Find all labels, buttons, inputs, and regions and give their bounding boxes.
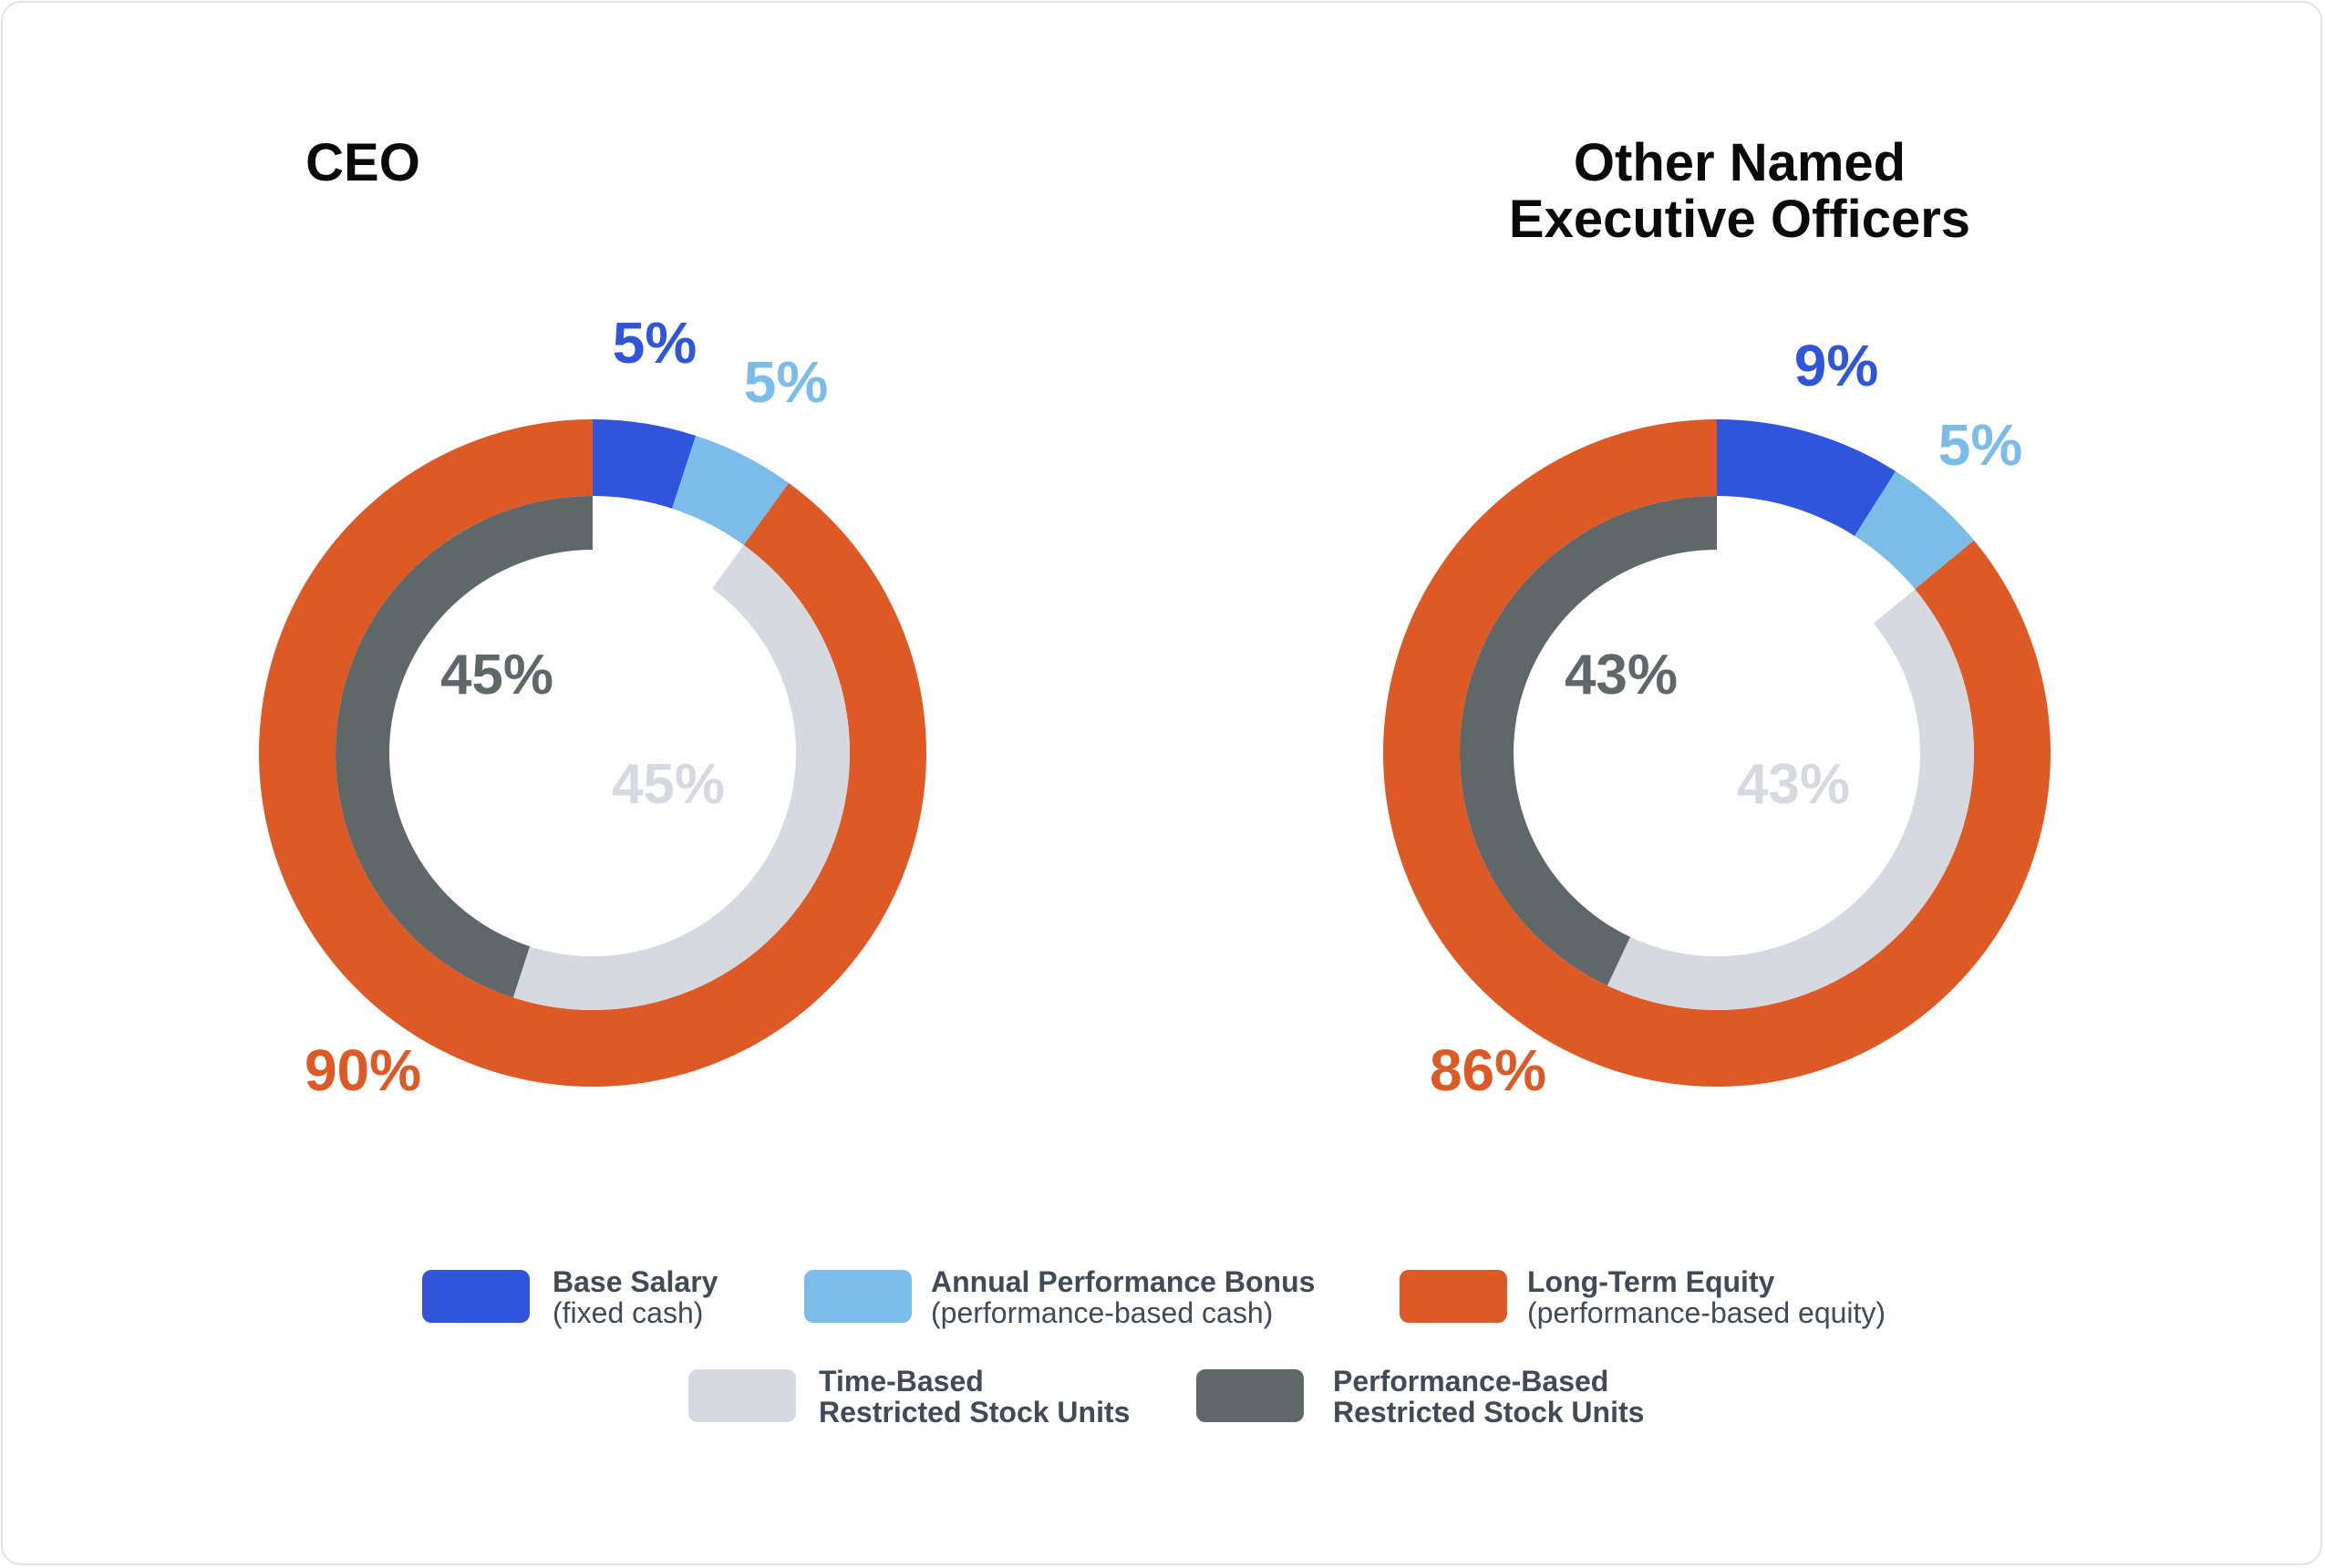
legend-label-line2: (performance-based cash) <box>931 1296 1274 1329</box>
legend-label-line2: Restricted Stock Units <box>819 1396 1131 1429</box>
legend-label-line1: Base Salary <box>553 1265 718 1298</box>
data-label-time-based-restricted-stock-units: 43% <box>1737 753 1850 816</box>
donut-chart-2 <box>1383 419 2051 1087</box>
legend-label-long-term-equity: Long-Term Equity (performance-based equi… <box>1527 1266 1886 1328</box>
inner-slice-performance-based-restricted-stock-units <box>1460 496 1717 986</box>
data-label-base-salary: 5% <box>613 310 698 376</box>
inner-ring-background <box>1460 496 1974 1010</box>
inner-slice-time-based-restricted-stock-units <box>512 544 851 1011</box>
legend-swatch-performance-based-rsu <box>1196 1369 1304 1422</box>
data-label-time-based-restricted-stock-units: 45% <box>612 753 725 816</box>
legend-swatch-time-based-rsu <box>688 1369 796 1422</box>
legend-swatch-long-term-equity <box>1400 1270 1507 1323</box>
data-label-long-term-equity: 90% <box>305 1037 421 1103</box>
legend-label-time-based-rsu: Time-Based Restricted Stock Units <box>819 1366 1130 1428</box>
chart-title-neo: Other Named Executive Officers <box>1375 135 2104 248</box>
donut-chart-1 <box>258 419 927 1087</box>
inner-slice-time-based-restricted-stock-units <box>1607 589 1974 1010</box>
data-label-performance-based-restricted-stock-units: 43% <box>1565 644 1678 707</box>
legend-swatch-base-salary <box>422 1270 530 1323</box>
legend-label-line1: Performance-Based <box>1333 1365 1609 1398</box>
legend-label-performance-based-rsu: Performance-Based Restricted Stock Units <box>1333 1366 1644 1428</box>
chart-title-neo-line2: Executive Officers <box>1508 190 1971 249</box>
data-label-long-term-equity: 86% <box>1430 1037 1546 1103</box>
inner-slice-performance-based-restricted-stock-units <box>335 496 593 998</box>
legend-label-line2: Restricted Stock Units <box>1333 1396 1645 1429</box>
legend-label-line2: (fixed cash) <box>553 1296 704 1329</box>
chart-title-neo-line1: Other Named <box>1573 133 1906 192</box>
legend-label-line1: Annual Performance Bonus <box>931 1265 1316 1298</box>
chart-title-ceo: CEO <box>305 133 420 192</box>
legend-label-line1: Time-Based <box>819 1365 984 1398</box>
data-label-base-salary: 9% <box>1794 333 1879 398</box>
legend-label-line1: Long-Term Equity <box>1527 1265 1775 1298</box>
legend-label-base-salary: Base Salary (fixed cash) <box>553 1266 718 1328</box>
data-label-performance-based-restricted-stock-units: 45% <box>440 644 553 707</box>
data-label-annual-performance-bonus: 5% <box>1938 412 2023 478</box>
legend-label-annual-bonus: Annual Performance Bonus (performance-ba… <box>931 1266 1315 1328</box>
legend-swatch-annual-bonus <box>804 1270 912 1323</box>
legend-label-line2: (performance-based equity) <box>1527 1296 1886 1329</box>
data-label-annual-performance-bonus: 5% <box>744 349 829 415</box>
inner-ring-background <box>336 496 850 1010</box>
